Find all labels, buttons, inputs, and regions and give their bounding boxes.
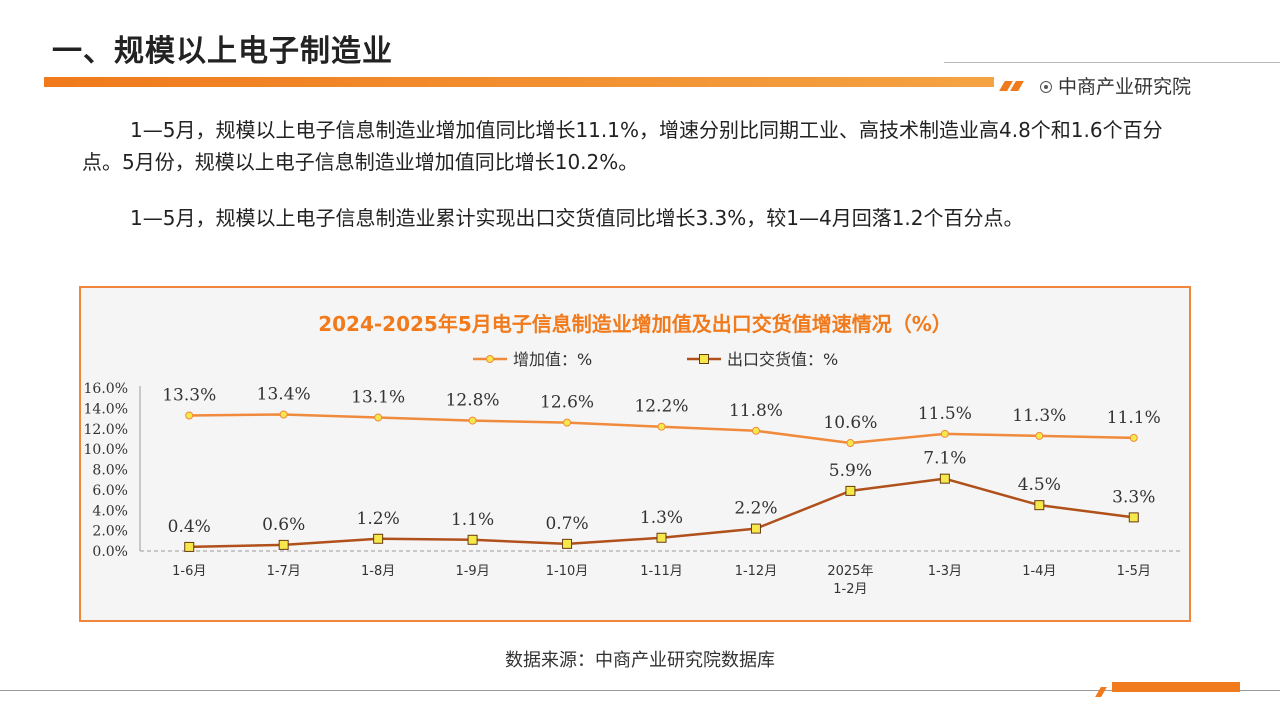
x-tick-label: 2025年 1-2月: [827, 564, 873, 597]
data-point-0: [185, 411, 194, 420]
x-tick-label: 1-10月: [546, 564, 589, 579]
y-tick-label: 10.0%: [84, 442, 128, 458]
legend-marker-1: [699, 354, 709, 364]
data-point-1: [184, 541, 195, 552]
data-label-1: 4.5%: [1018, 475, 1061, 495]
data-point-1: [939, 473, 950, 484]
data-point-0: [1129, 433, 1138, 442]
footer-divider: [0, 690, 1280, 691]
data-point-0: [1035, 431, 1044, 440]
data-source: 数据来源：中商产业研究院数据库: [505, 650, 775, 671]
x-tick-label: 1-3月: [928, 564, 962, 579]
data-point-0: [657, 422, 666, 431]
chart-title: 2024-2025年5月电子信息制造业增加值及出口交货值增速情况（%）: [318, 312, 952, 336]
data-point-0: [846, 439, 855, 448]
y-tick-label: 12.0%: [84, 422, 128, 438]
x-tick-label: 1-9月: [455, 564, 489, 579]
data-point-0: [279, 410, 288, 419]
legend-label-1: 出口交货值：%: [727, 350, 838, 369]
data-label-1: 0.6%: [262, 515, 305, 535]
data-point-1: [467, 534, 478, 545]
chart-panel: 2024-2025年5月电子信息制造业增加值及出口交货值增速情况（%） 增加值：%…: [79, 286, 1191, 622]
data-label-0: 12.2%: [634, 397, 688, 417]
footer-accent-bar: [1112, 682, 1240, 692]
data-label-1: 1.3%: [640, 508, 683, 528]
header-accent-bar: [44, 77, 994, 87]
data-label-0: 10.6%: [823, 413, 877, 433]
data-label-0: 11.8%: [729, 401, 783, 421]
y-tick-label: 2.0%: [92, 524, 128, 540]
data-point-1: [656, 532, 667, 543]
data-point-0: [563, 418, 572, 427]
header-divider: [944, 62, 1280, 63]
data-label-1: 7.1%: [923, 449, 966, 469]
data-point-1: [562, 538, 573, 549]
data-label-0: 12.8%: [446, 391, 500, 411]
data-label-1: 0.4%: [168, 517, 211, 537]
data-label-1: 3.3%: [1112, 487, 1155, 507]
paragraph-2: 1—5月，规模以上电子信息制造业累计实现出口交货值同比增长3.3%，较1—4月回…: [130, 206, 1024, 230]
data-point-0: [468, 416, 477, 425]
y-tick-label: 0.0%: [92, 544, 128, 560]
page-title: 一、规模以上电子制造业: [52, 34, 393, 69]
data-point-1: [1128, 512, 1139, 523]
data-label-1: 1.2%: [357, 509, 400, 529]
line-chart: 2024-2025年5月电子信息制造业增加值及出口交货值增速情况（%） 增加值：%…: [84, 312, 1181, 597]
brand: 中商产业研究院: [1040, 72, 1191, 99]
y-tick-label: 8.0%: [92, 463, 128, 479]
data-point-0: [374, 413, 383, 422]
paragraph-1: 1—5月，规模以上电子信息制造业增加值同比增长11.1%，增速分别比同期工业、高…: [82, 118, 1163, 174]
x-tick-label: 1-8月: [361, 564, 395, 579]
y-tick-label: 14.0%: [84, 401, 128, 417]
data-label-0: 11.1%: [1107, 408, 1161, 428]
x-tick-label: 1-7月: [267, 564, 301, 579]
x-tick-label: 1-6月: [172, 564, 206, 579]
footer-slash-decoration: [1095, 682, 1107, 701]
data-point-1: [750, 523, 761, 534]
legend-label-0: 增加值：%: [513, 350, 592, 369]
data-label-1: 2.2%: [734, 499, 777, 519]
data-point-0: [940, 429, 949, 438]
data-label-1: 1.1%: [451, 510, 494, 530]
data-point-1: [373, 533, 384, 544]
data-label-1: 0.7%: [545, 514, 588, 534]
y-tick-label: 6.0%: [92, 483, 128, 499]
data-point-1: [1034, 500, 1045, 511]
data-label-0: 11.5%: [918, 404, 972, 424]
x-tick-label: 1-5月: [1117, 564, 1151, 579]
y-tick-label: 4.0%: [92, 503, 128, 519]
data-point-1: [845, 485, 856, 496]
data-label-0: 13.1%: [351, 388, 405, 408]
brand-logo-icon: [1040, 81, 1052, 93]
data-point-0: [751, 426, 760, 435]
data-label-0: 11.3%: [1012, 406, 1066, 426]
brand-name: 中商产业研究院: [1058, 76, 1192, 98]
x-tick-label: 1-4月: [1022, 564, 1056, 579]
data-label-0: 13.3%: [162, 386, 216, 406]
data-label-1: 5.9%: [829, 461, 872, 481]
header-slash-decoration: [999, 76, 1024, 95]
x-tick-label: 1-11月: [640, 564, 683, 579]
y-tick-label: 16.0%: [84, 381, 128, 397]
x-tick-label: 1-12月: [735, 564, 778, 579]
data-label-0: 13.4%: [257, 384, 311, 404]
data-point-1: [278, 539, 289, 550]
data-label-0: 12.6%: [540, 393, 594, 413]
legend-marker-0: [486, 355, 494, 363]
